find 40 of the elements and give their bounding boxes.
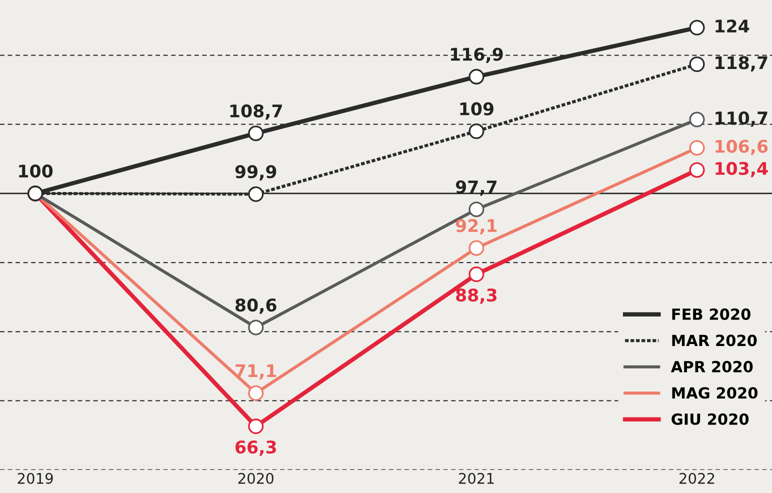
data-label: 97,7: [456, 180, 496, 196]
data-label: 110,7: [716, 111, 768, 127]
legend-label: GIU 2020: [672, 413, 749, 425]
point: [248, 186, 264, 202]
point: [468, 266, 484, 282]
point: [248, 126, 264, 142]
x-tick-label: 2022: [680, 472, 714, 484]
data-label: 92,1: [456, 219, 497, 234]
legend-label: MAG 2020: [672, 387, 758, 399]
data-label: 106,6: [716, 140, 768, 156]
data-label: 66,3: [236, 440, 276, 456]
data-label: 99,9: [235, 165, 276, 181]
data-label: 88,3: [456, 288, 496, 304]
point: [468, 202, 484, 218]
point: [689, 162, 705, 178]
x-tick-label: 2021: [458, 472, 494, 484]
x-tick-label: 2020: [238, 472, 274, 484]
data-label: 71,1: [236, 364, 276, 380]
point: [468, 123, 484, 140]
data-label: 108,7: [230, 104, 282, 120]
legend-label: MAR 2020: [672, 334, 757, 346]
data-label: 100: [19, 164, 53, 178]
x-tick-label: 2019: [18, 472, 53, 484]
data-label: 118,7: [716, 56, 768, 72]
point: [248, 418, 264, 434]
legend-label: FEB 2020: [672, 308, 750, 320]
point: [689, 20, 705, 36]
point: [248, 320, 264, 336]
point: [689, 56, 705, 72]
data-label: 103,4: [716, 162, 768, 178]
point: [468, 240, 484, 256]
point: [689, 140, 705, 156]
point: [248, 385, 264, 401]
data-label: 109: [460, 102, 494, 116]
point: [468, 68, 484, 84]
data-label: 80,6: [236, 298, 276, 314]
data-label: 124: [716, 20, 750, 32]
legend-label: APR 2020: [670, 360, 753, 372]
point: [689, 112, 705, 128]
data-label: 116,9: [450, 48, 503, 64]
